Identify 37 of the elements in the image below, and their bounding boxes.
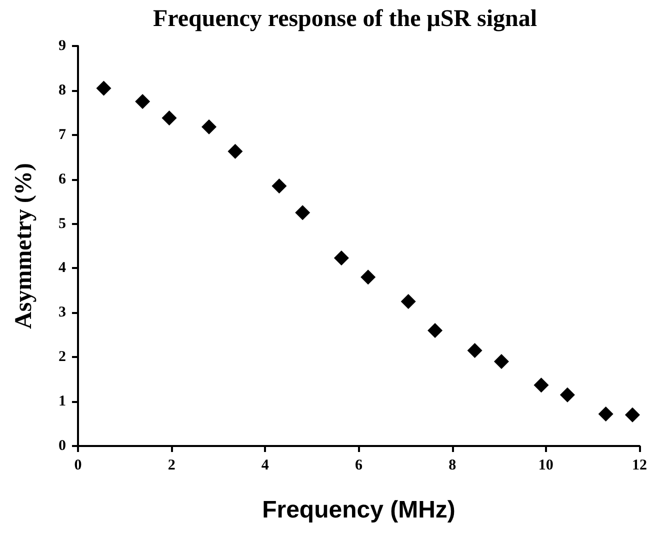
x-tick-label: 0 — [74, 458, 82, 474]
y-tick-label: 5 — [58, 216, 66, 232]
y-tick-label: 3 — [58, 304, 66, 321]
x-tick-label: 12 — [632, 458, 647, 474]
y-tick-label: 2 — [58, 349, 66, 366]
point — [295, 205, 310, 220]
x-tick-label: 2 — [168, 458, 176, 474]
point — [494, 354, 509, 370]
point — [624, 407, 640, 422]
y-tick-label: 4 — [58, 260, 66, 276]
point — [334, 250, 349, 266]
chart-title: Frequency response of the μSR signal — [152, 6, 538, 32]
y-tick-label: 9 — [58, 38, 66, 54]
point — [360, 270, 376, 285]
y-tick-label: 7 — [58, 126, 66, 143]
y-tick-label: 6 — [58, 171, 66, 188]
point — [135, 94, 150, 110]
point — [467, 342, 482, 358]
point — [598, 406, 614, 422]
point — [400, 294, 416, 310]
point — [428, 322, 443, 338]
point — [534, 378, 549, 393]
point — [162, 110, 177, 126]
x-tick-label: 4 — [261, 458, 270, 474]
point — [228, 144, 243, 159]
point — [202, 119, 217, 134]
y-tick-label: 1 — [58, 394, 66, 410]
x-tick-label: 6 — [355, 458, 363, 474]
x-tick-label: 8 — [448, 458, 456, 474]
y-tick-label: 0 — [58, 438, 66, 454]
y-axis-title: Asymmetry (%) — [11, 163, 37, 329]
point — [272, 178, 287, 194]
y-tick-label: 8 — [58, 82, 66, 98]
point — [96, 80, 112, 96]
x-axis-title: Frequency (MHz) — [262, 496, 456, 524]
point — [560, 387, 575, 402]
x-tick-label: 10 — [538, 458, 554, 474]
